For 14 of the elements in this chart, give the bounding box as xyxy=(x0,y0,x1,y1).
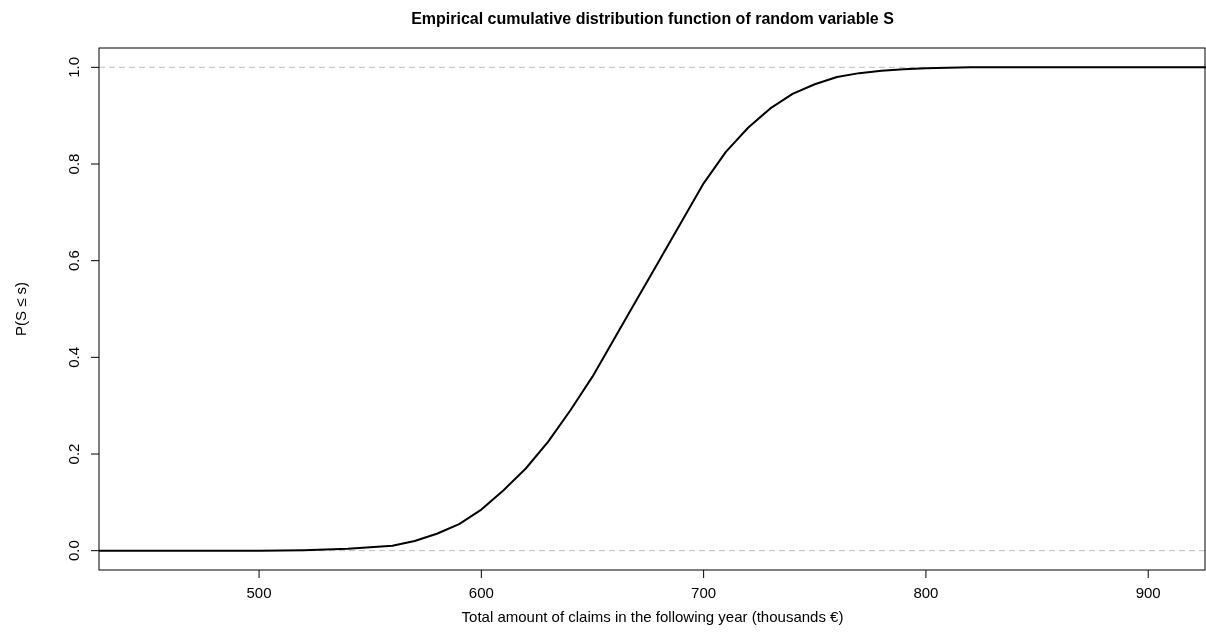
y-tick-label: 0.6 xyxy=(65,250,82,272)
x-axis-title: Total amount of claims in the following year (thousands €) xyxy=(461,608,844,625)
y-tick-label: 0.4 xyxy=(65,346,82,368)
y-tick-label: 1.0 xyxy=(65,56,82,78)
x-tick-label: 600 xyxy=(468,584,494,601)
x-tick-label: 700 xyxy=(691,584,717,601)
y-axis-title: P(S ≤ s) xyxy=(12,281,29,337)
x-tick-label: 800 xyxy=(913,584,939,601)
y-tick-label: 0.2 xyxy=(65,443,82,465)
y-tick-label: 0.8 xyxy=(65,153,82,175)
y-tick-label: 0.0 xyxy=(65,540,82,562)
chart-title: Empirical cumulative distribution function of random variable S xyxy=(411,10,895,27)
x-tick-label: 500 xyxy=(246,584,272,601)
x-tick-label: 900 xyxy=(1135,584,1161,601)
